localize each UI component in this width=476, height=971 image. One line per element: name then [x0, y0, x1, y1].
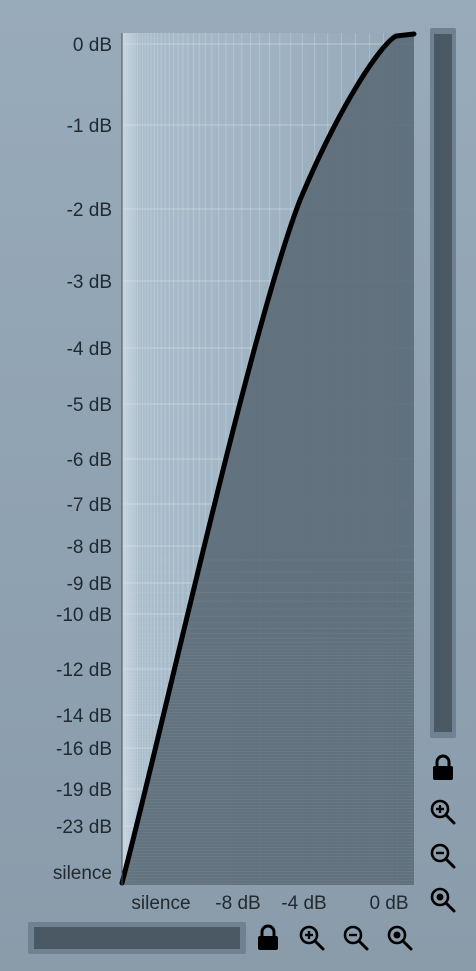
horizontal-zoom-out-icon[interactable]	[341, 923, 371, 953]
y-tick-label: -16 dB	[56, 739, 112, 760]
x-tick-label: silence	[131, 893, 190, 914]
y-tick-label: -8 dB	[67, 537, 112, 558]
y-tick-label: -6 dB	[67, 450, 112, 471]
y-tick-label: -23 dB	[56, 817, 112, 838]
x-tick-label: -4 dB	[281, 893, 326, 914]
horizontal-zoom-reset-icon[interactable]	[385, 923, 415, 953]
y-tick-label: -5 dB	[67, 395, 112, 416]
vertical-lock-icon[interactable]	[428, 753, 458, 783]
vertical-zoom-in-icon[interactable]	[428, 797, 458, 827]
y-tick-label: 0 dB	[73, 35, 112, 56]
curve-fill	[122, 34, 414, 885]
horizontal-range-thumb[interactable]	[34, 927, 240, 949]
y-tick-label: silence	[53, 863, 112, 884]
horizontal-lock-icon[interactable]	[253, 923, 283, 953]
y-axis-labels: 0 dB -1 dB -2 dB -3 dB -4 dB -5 dB -6 dB -7 dB -…	[53, 35, 112, 884]
x-tick-label: 0 dB	[369, 893, 408, 914]
y-tick-label: -4 dB	[67, 339, 112, 360]
y-tick-label: -12 dB	[56, 660, 112, 681]
y-tick-label: -19 dB	[56, 780, 112, 801]
y-tick-label: -2 dB	[67, 200, 112, 221]
x-axis-labels: silence -8 dB -4 dB 0 dB	[131, 893, 408, 914]
x-tick-label: -8 dB	[215, 893, 260, 914]
y-tick-label: -14 dB	[56, 706, 112, 727]
y-tick-label: -7 dB	[67, 495, 112, 516]
vertical-zoom-reset-icon[interactable]	[428, 885, 458, 915]
vertical-zoom-out-icon[interactable]	[428, 841, 458, 871]
y-tick-label: -9 dB	[67, 574, 112, 595]
vertical-range-thumb[interactable]	[434, 34, 452, 732]
horizontal-zoom-in-icon[interactable]	[297, 923, 327, 953]
y-tick-label: -3 dB	[67, 272, 112, 293]
y-tick-label: -10 dB	[56, 605, 112, 626]
y-tick-label: -1 dB	[67, 116, 112, 137]
fill-grid	[122, 559, 414, 885]
transfer-curve-line[interactable]	[119, 31, 417, 886]
